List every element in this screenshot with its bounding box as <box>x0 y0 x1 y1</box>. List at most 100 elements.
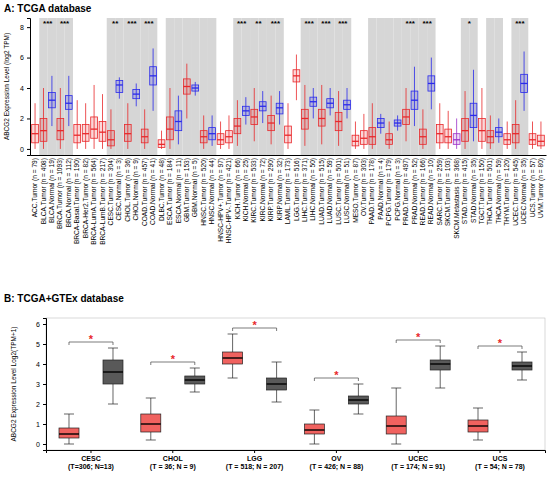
box <box>318 109 325 126</box>
median <box>200 136 207 137</box>
box <box>108 131 115 146</box>
significance: * <box>171 353 176 365</box>
tick: THCA.Tumor (n = 501) <box>486 155 494 225</box>
tick-label: PRAD.Normal (n = 52) <box>411 158 419 224</box>
tick: GBM.Normal (n = 5) <box>191 155 199 217</box>
tick-label: UCS.Tumor (n = 57) <box>529 158 537 217</box>
tick-label: ESCA.Normal (n = 11) <box>175 158 183 223</box>
tick: UCEC.Tumor (n = 545) <box>512 155 520 226</box>
box <box>234 118 241 133</box>
tick-label: 0 <box>20 146 24 153</box>
tick: LIHC.Normal (n = 50) <box>309 155 317 221</box>
tick: 1 <box>36 421 46 428</box>
tick: HNSC-HPV-.Tumor (n = 421) <box>225 155 233 243</box>
median <box>430 363 450 364</box>
tick-label: UCS(T = 54; N = 78) <box>475 455 525 471</box>
box <box>310 97 317 106</box>
significance: *** <box>144 19 154 28</box>
box <box>40 118 47 141</box>
band-shade <box>174 18 182 155</box>
median <box>386 425 406 426</box>
band-shade <box>495 18 503 155</box>
box <box>386 416 406 434</box>
box <box>487 131 494 143</box>
band-shade <box>107 18 115 155</box>
median <box>538 141 545 142</box>
significance: ** <box>255 19 262 28</box>
tick-label: GBM.Normal (n = 5) <box>191 158 199 217</box>
median <box>453 139 460 140</box>
significance: *** <box>406 19 416 28</box>
whisker-cap <box>190 392 200 393</box>
shading <box>39 18 528 155</box>
tick-label: 4 <box>20 85 24 92</box>
tick: ESCA.Tumor (n = 184) <box>166 155 174 225</box>
box <box>445 129 452 143</box>
tick-label: UCEC.Normal (n = 35) <box>520 158 528 225</box>
band-shade <box>233 18 241 155</box>
box <box>141 129 148 143</box>
tick: PAAD.Tumor (n = 178) <box>368 155 376 225</box>
significance: *** <box>422 19 432 28</box>
tick: BLCA.Tumor (n = 408) <box>40 155 48 224</box>
tick-label: 2 <box>36 401 40 408</box>
median <box>226 136 233 137</box>
band-shade <box>48 18 56 155</box>
box <box>32 125 39 143</box>
box <box>521 74 528 92</box>
band-shade <box>149 18 157 155</box>
band-shade <box>461 18 469 155</box>
tick: 4 <box>36 361 46 368</box>
tick-label: PAAD.Tumor (n = 178) <box>368 158 376 225</box>
tick-label: THCA.Tumor (n = 501) <box>486 158 494 225</box>
box <box>377 118 384 127</box>
y-axis-title: ABCG2 Expression Level Log2(TPM+1) <box>10 326 18 441</box>
significance: * <box>89 333 94 345</box>
median <box>82 133 89 134</box>
whisker-cap <box>146 440 156 441</box>
median <box>234 125 241 126</box>
median <box>512 133 519 134</box>
tick-mark <box>43 364 46 365</box>
tick: PCPG.Normal (n = 3) <box>394 155 402 221</box>
tick-label: LUAD.Tumor (n = 515) <box>318 158 326 225</box>
tick: UCS(T = 54; N = 78) <box>475 450 525 471</box>
box <box>479 118 486 141</box>
tick: CHOL.Tumor (n = 36) <box>124 155 132 222</box>
tick: LGG.Tumor (n = 516) <box>293 155 301 221</box>
band-shade <box>166 18 174 155</box>
tick: LUAD.Normal (n = 59) <box>326 155 334 223</box>
tick: HNSC-HPV+.Tumor (n = 97) <box>217 155 225 242</box>
box <box>133 90 140 99</box>
median <box>445 136 452 137</box>
band-shade <box>377 18 385 155</box>
tick-mark <box>43 384 46 385</box>
significance: * <box>468 19 472 28</box>
box <box>200 131 207 143</box>
box <box>428 76 435 91</box>
title: B: TCGA+GTEx database <box>4 293 124 304</box>
tick: OV(T = 426; N = 88) <box>310 450 364 471</box>
tick: LUAD.Tumor (n = 515) <box>318 155 326 225</box>
tick: 4 <box>20 85 30 92</box>
box <box>223 352 243 364</box>
median <box>223 357 243 358</box>
tick: 8 <box>20 24 30 31</box>
significance: *** <box>338 19 348 28</box>
band-shade <box>191 18 199 155</box>
tick-label: LIHC.Normal (n = 50) <box>309 158 317 221</box>
box <box>49 93 56 108</box>
tick: CESC(T=306; N=13) <box>68 450 114 471</box>
tick: PRAD.Normal (n = 52) <box>411 155 419 224</box>
median <box>285 135 292 136</box>
tick-label: LUSC.Normal (n = 51) <box>343 158 351 223</box>
box <box>430 360 450 370</box>
tick-mark <box>500 450 501 453</box>
box <box>209 128 216 140</box>
tick-label: KICH.Tumor (n = 66) <box>234 158 242 219</box>
median <box>108 139 115 140</box>
median <box>310 101 317 102</box>
tick-label: SARC.Tumor (n = 259) <box>436 158 444 225</box>
tick-label: THYM.Tumor (n = 120) <box>503 158 511 226</box>
median <box>141 423 161 424</box>
